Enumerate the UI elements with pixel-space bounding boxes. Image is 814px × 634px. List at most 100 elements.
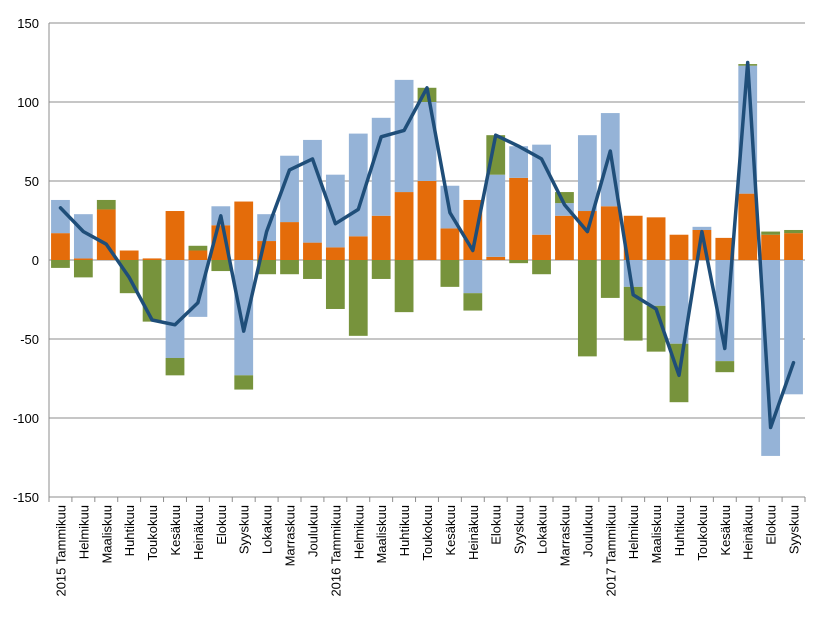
bar-segment-series-1 — [325, 247, 345, 260]
bar-segment-series-3 — [142, 260, 162, 322]
bar-segment-series-1 — [623, 215, 643, 260]
bar-segment-series-1 — [51, 233, 70, 260]
bar-segment-series-3 — [532, 260, 551, 275]
bar-segment-series-1 — [73, 258, 93, 260]
bar-segment-series-1 — [394, 192, 414, 260]
line-series-path — [58, 60, 796, 430]
bar-segment-series-2 — [371, 117, 391, 216]
y-tick-label: -100 — [13, 411, 39, 426]
x-tick-label: Syyskuu — [237, 505, 252, 554]
bar-segment-series-1 — [761, 234, 781, 260]
bar-segment-series-3 — [623, 286, 643, 341]
bar-segment-series-3 — [463, 293, 483, 311]
bar-segment-series-3 — [761, 231, 781, 235]
x-tick-label: Lokakuu — [260, 505, 275, 554]
x-tick-label: Helmikuu — [76, 505, 91, 559]
bar-segment-series-3 — [188, 245, 208, 251]
x-tick-label: Maaliskuu — [374, 505, 389, 564]
y-tick-label: -150 — [13, 490, 39, 505]
bar-segment-series-2 — [577, 135, 597, 212]
bars — [51, 64, 803, 456]
x-tick-label: Huhtikuu — [397, 505, 412, 556]
x-tick-label: Joulukuu — [580, 505, 595, 557]
x-tick-label: 2016 Tammikuu — [328, 505, 343, 597]
bar-segment-series-3 — [348, 260, 368, 336]
x-tick-label: Maaliskuu — [99, 505, 114, 564]
bar-segment-series-2 — [234, 260, 254, 376]
bar-segment-series-2 — [280, 155, 299, 223]
bar-segment-series-2 — [784, 260, 803, 395]
bar-segment-series-1 — [600, 206, 620, 260]
y-tick-label: 150 — [17, 16, 39, 31]
y-tick-label: -50 — [20, 332, 39, 347]
bar-segment-series-2 — [509, 146, 529, 178]
bar-segment-series-3 — [280, 260, 299, 275]
bar-segment-series-2 — [417, 102, 437, 181]
bar-segment-series-1 — [119, 250, 139, 260]
bar-segment-series-3 — [165, 357, 185, 376]
y-tick-label: 0 — [32, 253, 39, 268]
x-tick-label: Heinäkuu — [741, 505, 756, 560]
bar-segment-series-1 — [417, 181, 437, 260]
x-tick-label: 2017 Tammikuu — [603, 505, 618, 597]
x-tick-label: Kesäkuu — [168, 505, 183, 556]
bar-segment-series-1 — [784, 233, 803, 260]
x-tick-label: 2015 Tammikuu — [53, 505, 68, 597]
bar-segment-series-3 — [784, 229, 803, 234]
bar-segment-series-2 — [486, 174, 506, 257]
bar-segment-series-3 — [509, 260, 529, 264]
bar-segment-series-2 — [669, 260, 689, 344]
x-tick-label: Elokuu — [764, 505, 779, 545]
bar-segment-series-2 — [761, 260, 781, 456]
bar-segment-series-3 — [394, 260, 414, 313]
y-tick-label: 100 — [17, 95, 39, 110]
bar-segment-series-1 — [280, 222, 299, 260]
bar-segment-series-3 — [96, 199, 116, 210]
bar-segment-series-2 — [325, 174, 345, 248]
bar-segment-series-1 — [440, 228, 460, 260]
x-tick-label: Marraskuu — [557, 505, 572, 566]
x-tick-label: Helmikuu — [626, 505, 641, 559]
bar-segment-series-3 — [555, 192, 574, 204]
bar-segment-series-1 — [96, 209, 116, 260]
bar-segment-series-2 — [188, 260, 208, 317]
bar-segment-series-1 — [738, 193, 758, 260]
x-tick-label: Syyskuu — [512, 505, 527, 554]
x-tick-label: Toukokuu — [420, 505, 435, 561]
x-tick-label: Lokakuu — [535, 505, 550, 554]
bar-segment-series-3 — [73, 260, 93, 278]
bar-segment-series-1 — [669, 234, 689, 260]
x-tick-label: Marraskuu — [283, 505, 298, 566]
bar-segment-series-1 — [165, 211, 185, 260]
x-tick-label: Toukokuu — [695, 505, 710, 561]
bar-segment-series-1 — [234, 201, 254, 260]
bar-segment-series-1 — [486, 256, 506, 260]
bar-segment-series-2 — [165, 260, 185, 358]
bar-segment-series-2 — [646, 260, 666, 306]
bar-segment-series-3 — [257, 260, 277, 275]
x-tick-label: Elokuu — [489, 505, 504, 545]
bar-segment-series-3 — [325, 260, 345, 309]
bar-segment-series-1 — [555, 215, 574, 260]
bar-segment-series-1 — [188, 250, 208, 260]
bar-segment-series-1 — [532, 234, 551, 260]
bar-segment-series-1 — [348, 236, 368, 260]
x-tick-label: Helmikuu — [351, 505, 366, 559]
bar-segment-series-2 — [394, 79, 414, 193]
bar-segment-series-1 — [303, 242, 322, 260]
bar-segment-series-3 — [234, 375, 254, 390]
bar-segment-series-3 — [371, 260, 391, 279]
x-tick-label: Huhtikuu — [672, 505, 687, 556]
y-tick-labels: -150 -100 -50 0 50 100 150 — [13, 16, 39, 505]
bar-segment-series-1 — [371, 215, 391, 260]
x-tick-labels: 2015 Tammikuu Helmikuu Maaliskuu Huhtikuu To… — [53, 505, 801, 597]
y-tick-label: 50 — [25, 174, 39, 189]
bar-segment-series-1 — [142, 258, 162, 260]
x-tick-label: Maaliskuu — [649, 505, 664, 564]
axes — [48, 23, 806, 502]
bar-segment-series-1 — [509, 177, 529, 260]
x-tick-label: Syyskuu — [787, 505, 802, 554]
x-tick-label: Kesäkuu — [718, 505, 733, 556]
